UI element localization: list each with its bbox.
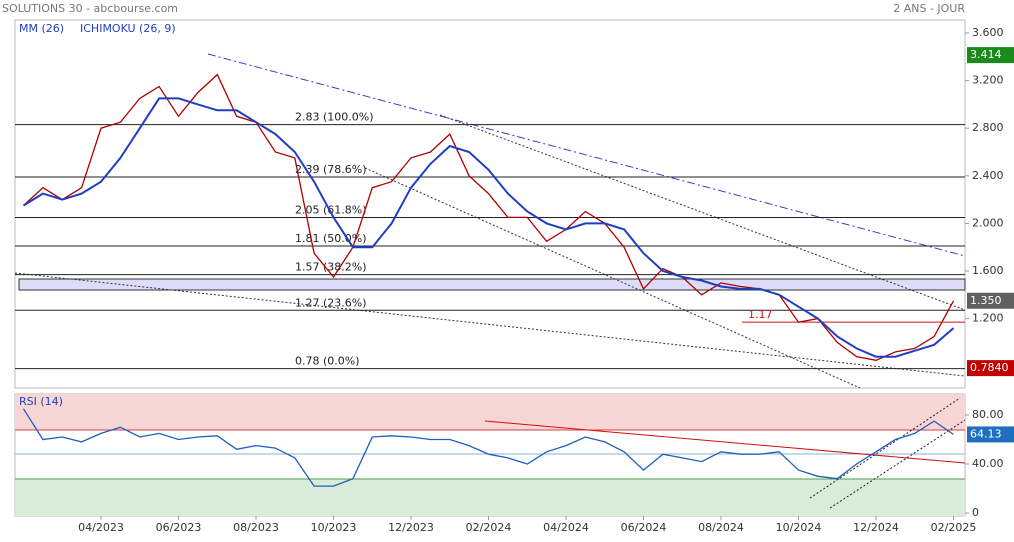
price-marker-label: 1.350 <box>970 294 1002 307</box>
level-label: 2.05 (61.8%) <box>295 203 367 216</box>
series-line <box>23 73 955 361</box>
x-tick-label: 10/2024 <box>776 521 822 534</box>
x-tick-label: 06/2024 <box>621 521 667 534</box>
trend-line <box>14 272 966 377</box>
y-tick-label: 2.400 <box>972 169 1004 182</box>
price-marker-label: 0.7840 <box>970 361 1009 374</box>
x-tick-label: 06/2023 <box>156 521 202 534</box>
price-marker-label: 3.414 <box>970 48 1002 61</box>
rsi-overbought-zone <box>15 394 965 430</box>
price-panel <box>14 19 966 389</box>
x-tick-label: 08/2023 <box>233 521 279 534</box>
x-tick-label: 12/2024 <box>853 521 899 534</box>
series-line <box>22 97 955 358</box>
x-tick-label: 08/2024 <box>698 521 744 534</box>
y-tick-label: 3.200 <box>972 74 1004 87</box>
y-tick-label: 1.200 <box>972 312 1004 325</box>
y-tick-label: 0 <box>972 506 979 519</box>
header-period: 2 ANS - JOUR <box>893 2 965 15</box>
price-marker <box>967 47 1014 64</box>
price-marker <box>967 426 1014 443</box>
rsi-trend-line <box>829 419 966 509</box>
price-marker <box>967 292 1014 309</box>
y-tick-label: 2.000 <box>972 216 1004 229</box>
x-tick-label: 10/2023 <box>311 521 357 534</box>
y-tick-label: 80.00 <box>972 408 1004 421</box>
y-tick-label: 1.600 <box>972 264 1004 277</box>
x-tick-label: 12/2023 <box>388 521 434 534</box>
x-tick-label: 02/2024 <box>466 521 512 534</box>
series-line <box>22 408 954 487</box>
y-tick-label: 3.600 <box>972 26 1004 39</box>
y-tick-label: 40.00 <box>972 457 1004 470</box>
price-marker-label: 64.13 <box>970 427 1002 440</box>
level-label: 2.39 (78.6%) <box>295 163 367 176</box>
trend-line <box>364 167 861 389</box>
trend-line <box>207 53 966 257</box>
legend-mm: MM (26) <box>19 22 64 35</box>
price-marker <box>967 360 1014 377</box>
level-label: 1.57 (38.2%) <box>295 261 367 274</box>
level-label: 0.78 (0.0%) <box>295 355 360 368</box>
y-tick-label: 2.800 <box>972 121 1004 134</box>
x-tick-label: 04/2023 <box>78 521 124 534</box>
header-title: SOLUTIONS 30 - abcbourse.com <box>2 2 178 15</box>
x-tick-label: 02/2025 <box>931 521 977 534</box>
legend-ichimoku: ICHIMOKU (26, 9) <box>80 22 176 35</box>
rsi-trend-line <box>484 420 966 464</box>
trend-line <box>439 114 966 311</box>
level-label: 2.83 (100.0%) <box>295 111 374 124</box>
x-tick-label: 04/2024 <box>543 521 589 534</box>
level-label: 1.27 (23.6%) <box>295 296 367 309</box>
legend-rsi: RSI (14) <box>19 395 63 408</box>
support-band <box>18 278 966 291</box>
rsi-oversold-zone <box>15 479 965 516</box>
level-label: 1.17 <box>748 308 773 321</box>
